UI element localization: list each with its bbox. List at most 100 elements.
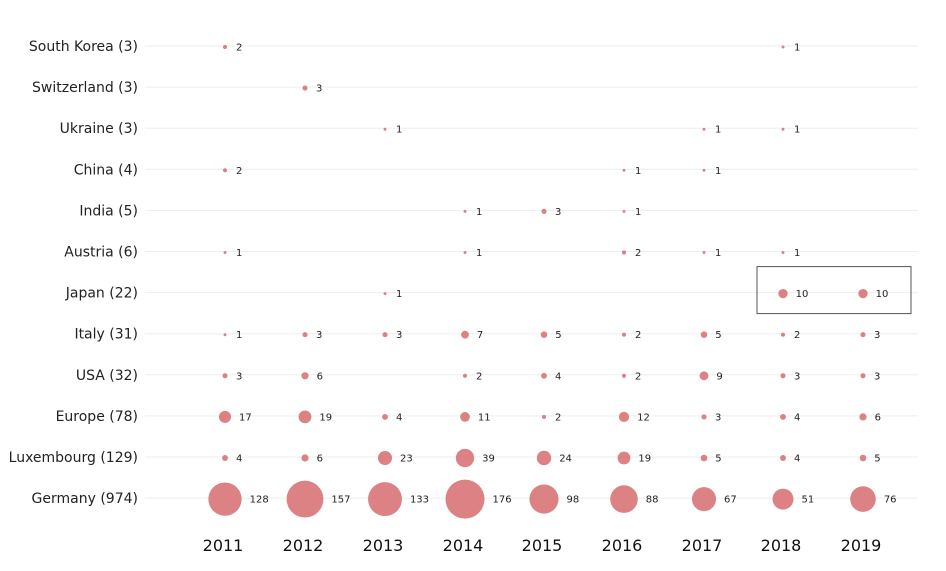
bubble-luxembourg-2014: [455, 448, 475, 468]
bubble-usa-2018: [780, 373, 786, 379]
value-label-south-korea-2011: 2: [236, 43, 242, 54]
year-label-layer: 2011 2012 2013 2014 2015 2016 2017 2018 2019: [203, 536, 882, 555]
bubble-europe-2012: [298, 410, 312, 424]
value-label-ukraine-2018: 1: [794, 125, 800, 136]
value-label-italy-2019: 3: [874, 330, 880, 341]
bubble-usa-2017: [699, 371, 709, 381]
bubble-italy-2014: [461, 330, 469, 339]
bubble-ukraine-2017: [702, 127, 706, 131]
bubble-germany-2012: [286, 480, 324, 518]
row-label-italy: Italy (31): [74, 327, 138, 343]
value-label-germany-2016: 88: [646, 495, 659, 506]
value-label-italy-2016: 2: [635, 330, 641, 341]
value-label-europe-2011: 17: [239, 412, 252, 423]
bubble-ukraine-2018: [781, 127, 785, 131]
value-label-germany-2017: 67: [724, 495, 737, 506]
bubble-germany-2016: [610, 485, 638, 513]
bubble-europe-2018: [780, 413, 786, 420]
row-label-luxembourg: Luxembourg (129): [9, 450, 138, 466]
bubble-luxembourg-2017: [700, 454, 708, 462]
value-label-italy-2014: 7: [477, 330, 483, 341]
value-label-europe-2019: 6: [875, 412, 881, 423]
value-label-usa-2012: 6: [317, 371, 323, 382]
value-label-europe-2012: 19: [319, 412, 332, 423]
bubble-italy-2017: [700, 331, 708, 338]
value-label-germany-2012: 157: [331, 495, 350, 506]
bubble-india-2016: [622, 209, 626, 213]
row-label-europe: Europe (78): [56, 409, 138, 425]
bubble-luxembourg-2011: [222, 455, 228, 461]
bubble-austria-2016: [621, 250, 627, 255]
value-label-luxembourg-2012: 6: [317, 454, 323, 465]
bubble-italy-2016: [621, 332, 627, 337]
value-label-luxembourg-2014: 39: [482, 454, 495, 465]
value-label-luxembourg-2019: 5: [874, 454, 880, 465]
bubble-india-2015: [541, 208, 547, 214]
bubble-austria-2017: [702, 251, 706, 254]
value-label-luxembourg-2017: 5: [715, 454, 721, 465]
row-label-switzerland: Switzerland (3): [32, 80, 138, 96]
bubble-germany-2014: [445, 479, 485, 519]
value-label-china-2011: 2: [236, 166, 242, 177]
bubble-europe-2016: [618, 411, 630, 422]
year-label-2018: 2018: [761, 536, 802, 555]
bubble-usa-2015: [541, 372, 547, 379]
bubble-germany-2015: [529, 484, 559, 514]
year-label-2013: 2013: [363, 536, 404, 555]
value-label-usa-2019: 3: [874, 371, 880, 382]
value-label-italy-2015: 5: [555, 330, 561, 341]
bubble-germany-2017: [691, 487, 717, 512]
row-label-usa: USA (32): [76, 368, 138, 384]
bubble-ukraine-2013: [383, 127, 387, 131]
year-label-2017: 2017: [682, 536, 723, 555]
bubble-austria-2011: [223, 251, 227, 254]
value-label-india-2015: 3: [555, 207, 561, 218]
bubble-germany-2011: [208, 482, 242, 516]
highlight-box-japan: [756, 266, 912, 315]
value-label-austria-2014: 1: [476, 248, 482, 259]
row-label-ukraine: Ukraine (3): [60, 121, 138, 137]
bubble-usa-2012: [301, 372, 309, 380]
value-label-europe-2013: 4: [396, 412, 402, 423]
value-label-layer: 2 131 1 12 1 11 3 11 1 2 1 11 10 101 3 3 7 5 2 5 2 33 6 2 4 2 9 3 31…: [236, 43, 897, 506]
highlight-layer: [756, 266, 912, 315]
value-label-austria-2016: 2: [635, 248, 641, 259]
value-label-ukraine-2013: 1: [396, 125, 402, 136]
value-label-italy-2017: 5: [715, 330, 721, 341]
value-label-europe-2016: 12: [637, 412, 650, 423]
year-label-2012: 2012: [283, 536, 324, 555]
row-label-china: China (4): [74, 162, 138, 178]
value-label-switzerland-2012: 3: [316, 84, 322, 95]
value-label-italy-2012: 3: [316, 330, 322, 341]
row-label-austria: Austria (6): [64, 245, 138, 261]
grid-layer: [145, 45, 918, 499]
value-label-china-2017: 1: [715, 166, 721, 177]
value-label-italy-2011: 1: [236, 330, 242, 341]
row-label-japan: Japan (22): [65, 286, 138, 302]
bubble-luxembourg-2015: [536, 450, 552, 466]
bubble-usa-2014: [462, 373, 468, 378]
value-label-south-korea-2018: 1: [794, 43, 800, 54]
bubble-europe-2013: [382, 413, 388, 420]
bubble-switzerland-2012: [302, 85, 308, 91]
year-label-2015: 2015: [522, 536, 563, 555]
bubble-europe-2017: [701, 414, 707, 420]
value-label-luxembourg-2016: 19: [638, 454, 651, 465]
value-label-luxembourg-2013: 23: [400, 454, 413, 465]
value-label-japan-2013: 1: [396, 289, 402, 300]
bubble-usa-2019: [860, 373, 866, 379]
value-label-italy-2018: 2: [794, 330, 800, 341]
value-label-luxembourg-2015: 24: [559, 454, 572, 465]
bubble-south-korea-2011: [222, 44, 228, 50]
bubble-usa-2016: [621, 373, 627, 378]
year-label-2011: 2011: [203, 536, 244, 555]
value-label-italy-2013: 3: [396, 330, 402, 341]
bubble-luxembourg-2013: [377, 450, 393, 466]
value-label-usa-2011: 3: [236, 371, 242, 382]
value-label-usa-2015: 4: [555, 371, 561, 382]
value-label-japan-2019: 10: [876, 289, 889, 300]
value-label-india-2016: 1: [635, 207, 641, 218]
bubble-europe-2014: [460, 412, 470, 422]
